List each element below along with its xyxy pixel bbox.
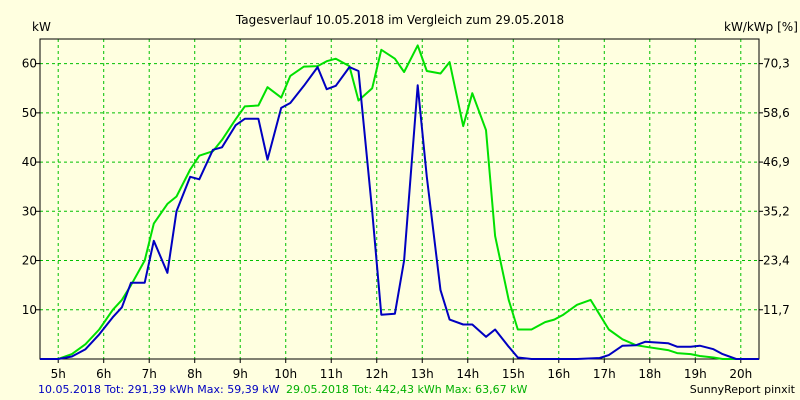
y-tick-label-left: 40 (22, 155, 37, 169)
x-tick-label: 11h (320, 367, 343, 381)
footer-series-10-05: 10.05.2018 Tot: 291,39 kWh Max: 59,39 kW… (38, 383, 528, 396)
x-tick-label: 15h (502, 367, 525, 381)
x-tick-label: 17h (593, 367, 616, 381)
y-tick-label-right: 58,6 (763, 106, 790, 120)
series-lines (40, 44, 759, 360)
series1-summary: 10.05.2018 Tot: 291,39 kWh Max: 59,39 kW (38, 383, 280, 396)
x-tick-label: 13h (411, 367, 434, 381)
x-tick-label: 18h (638, 367, 661, 381)
x-tick-label: 5h (51, 367, 66, 381)
series-line-29-05-2018 (40, 44, 759, 360)
y-tick-label-right: 46,9 (763, 155, 790, 169)
y-tick-label-left: 30 (22, 204, 37, 218)
y-tick-label-right: 11,7 (763, 303, 790, 317)
x-tick-label: 8h (187, 367, 202, 381)
x-tick-label: 14h (456, 367, 479, 381)
series2-summary: 29.05.2018 Tot: 442,43 kWh Max: 63,67 kW (286, 383, 528, 396)
series-line-10-05-2018 (40, 66, 759, 360)
y-tick-label-left: 10 (22, 303, 37, 317)
chart-title: Tagesverlauf 10.05.2018 im Vergleich zum… (235, 13, 564, 27)
y-tick-label-right: 70,3 (763, 57, 790, 71)
x-tick-label: 10h (274, 367, 297, 381)
right-axis-unit: kW/kWp [%] (724, 20, 798, 34)
plot-frame (39, 38, 760, 360)
x-tick-label: 16h (547, 367, 570, 381)
y-tick-label-left: 60 (22, 57, 37, 71)
x-tick-label: 6h (96, 367, 111, 381)
x-tick-label: 12h (365, 367, 388, 381)
y-tick-label-right: 35,2 (763, 204, 790, 218)
x-tick-label: 19h (684, 367, 707, 381)
x-tick-label: 9h (233, 367, 248, 381)
left-axis-unit: kW (32, 20, 51, 34)
y-tick-label-left: 50 (22, 106, 37, 120)
credit-label: SunnyReport pinxit (690, 383, 796, 396)
x-tick-label: 20h (729, 367, 752, 381)
y-tick-label-left: 20 (22, 254, 37, 268)
y-tick-label-right: 23,4 (763, 254, 790, 268)
grid (40, 39, 759, 359)
axis-ticks: 5h 6h 7h 8h 9h 10h 11h 12h 13h 14h 15h 16h 17h 18h 19h… (22, 57, 790, 381)
x-tick-label: 7h (142, 367, 157, 381)
